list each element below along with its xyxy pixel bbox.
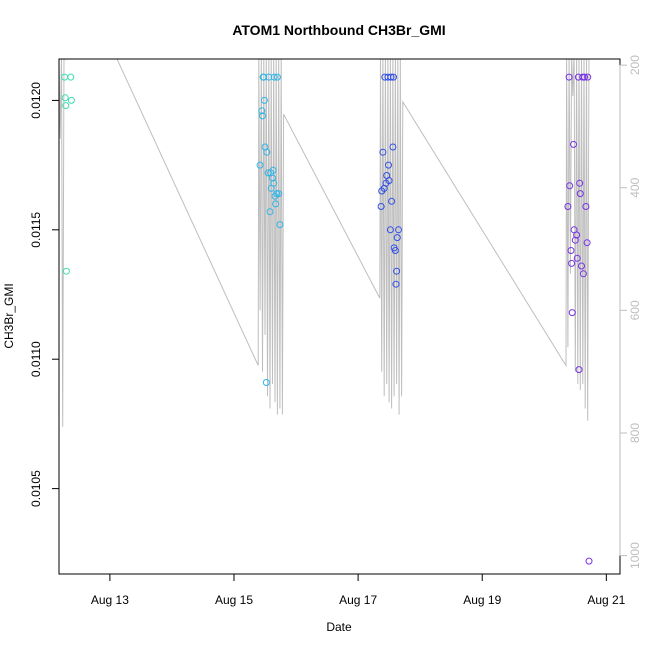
data-point-s2-10 xyxy=(386,226,394,234)
data-point-s3-0 xyxy=(564,203,572,210)
x-tick-label-3: Aug 19 xyxy=(463,593,501,607)
data-point-s1-15 xyxy=(269,166,277,174)
data-point-s1-20 xyxy=(273,190,281,198)
right-tick-label-1: 400 xyxy=(628,177,642,197)
data-point-s3-9 xyxy=(573,231,581,239)
x-tick-label-1: Aug 15 xyxy=(215,593,253,607)
data-point-s0-4 xyxy=(67,73,75,81)
data-point-s2-19 xyxy=(393,234,401,242)
data-point-s1-0 xyxy=(256,161,264,169)
y-tick-label-3: 0.0120 xyxy=(29,82,43,119)
y-tick-label-2: 0.0115 xyxy=(29,212,43,248)
secondary-y-axis: 200 400 600 800 1000 xyxy=(619,55,642,569)
data-point-s3-13 xyxy=(576,179,584,187)
data-point-s2-18 xyxy=(393,267,401,275)
y-axis-label: CH3Br_GMI xyxy=(2,283,16,348)
data-point-s3-6 xyxy=(570,140,577,148)
data-point-s3-8 xyxy=(571,236,579,244)
data-point-s3-1 xyxy=(565,73,573,81)
data-point-s1-22 xyxy=(275,190,283,198)
data-point-s3-21 xyxy=(584,73,592,81)
x-axis: Aug 13 Aug 15 Aug 17 Aug 19 Aug 21 xyxy=(91,573,626,607)
data-point-s2-13 xyxy=(389,143,397,151)
x-tick-label-2: Aug 17 xyxy=(339,593,377,607)
y-axis: 0.0105 0.0110 0.0115 0.0120 xyxy=(29,82,60,507)
data-point-s2-11 xyxy=(387,73,395,81)
data-point-s1-19 xyxy=(272,200,280,208)
data-point-s2-17 xyxy=(392,280,400,288)
data-point-s1-7 xyxy=(262,379,270,386)
data-point-s1-1 xyxy=(258,107,266,115)
data-point-s1-11 xyxy=(266,208,274,216)
data-point-s0-2 xyxy=(62,102,70,110)
data-point-s0-1 xyxy=(61,94,69,102)
data-point-s3-17 xyxy=(579,270,587,278)
data-point-s3-18 xyxy=(581,73,589,81)
data-point-s1-17 xyxy=(270,73,278,81)
data-point-s3-15 xyxy=(578,262,585,270)
data-point-s3-22 xyxy=(585,557,593,565)
data-point-s3-2 xyxy=(566,182,574,190)
y-tick-label-0: 0.0105 xyxy=(29,470,43,507)
data-point-s1-23 xyxy=(276,221,284,229)
data-point-s1-5 xyxy=(260,96,268,104)
data-point-s0-3 xyxy=(62,267,70,275)
data-point-s2-9 xyxy=(385,177,393,185)
x-axis-label: Date xyxy=(326,620,352,634)
data-point-s3-4 xyxy=(568,259,576,267)
right-tick-label-3: 800 xyxy=(628,423,642,443)
pressure-line xyxy=(59,59,590,427)
data-point-s2-2 xyxy=(379,148,387,156)
data-point-s3-19 xyxy=(582,203,590,210)
data-point-s2-0 xyxy=(377,203,385,210)
points-layer xyxy=(61,73,593,565)
pressure-line-layer xyxy=(59,59,590,427)
data-point-s1-14 xyxy=(269,174,276,182)
y-tick-label-1: 0.0110 xyxy=(29,341,43,377)
data-point-s1-8 xyxy=(263,148,271,156)
data-point-s1-21 xyxy=(273,73,281,81)
right-tick-label-0: 200 xyxy=(628,55,642,75)
data-point-s2-16 xyxy=(391,247,399,254)
x-tick-label-4: Aug 21 xyxy=(587,593,625,607)
data-point-s2-12 xyxy=(388,197,396,205)
data-point-s1-16 xyxy=(270,179,278,187)
data-point-s2-8 xyxy=(385,161,392,169)
x-tick-label-0: Aug 13 xyxy=(91,593,129,607)
data-point-s0-5 xyxy=(67,96,75,104)
data-point-s3-3 xyxy=(567,247,575,254)
data-point-s1-4 xyxy=(260,73,268,81)
data-point-s1-2 xyxy=(259,112,266,120)
data-point-s0-0 xyxy=(61,73,69,81)
data-point-s3-14 xyxy=(576,190,584,198)
data-point-s2-20 xyxy=(395,226,402,234)
chart-title: ATOM1 Northbound CH3Br_GMI xyxy=(232,22,445,38)
data-point-s3-5 xyxy=(568,309,576,317)
data-point-s2-14 xyxy=(390,73,397,81)
right-tick-label-4: 1000 xyxy=(628,542,642,569)
data-point-s3-20 xyxy=(583,239,591,247)
right-tick-label-2: 600 xyxy=(628,300,642,320)
data-point-s3-12 xyxy=(575,366,583,374)
data-point-s3-10 xyxy=(573,254,581,262)
